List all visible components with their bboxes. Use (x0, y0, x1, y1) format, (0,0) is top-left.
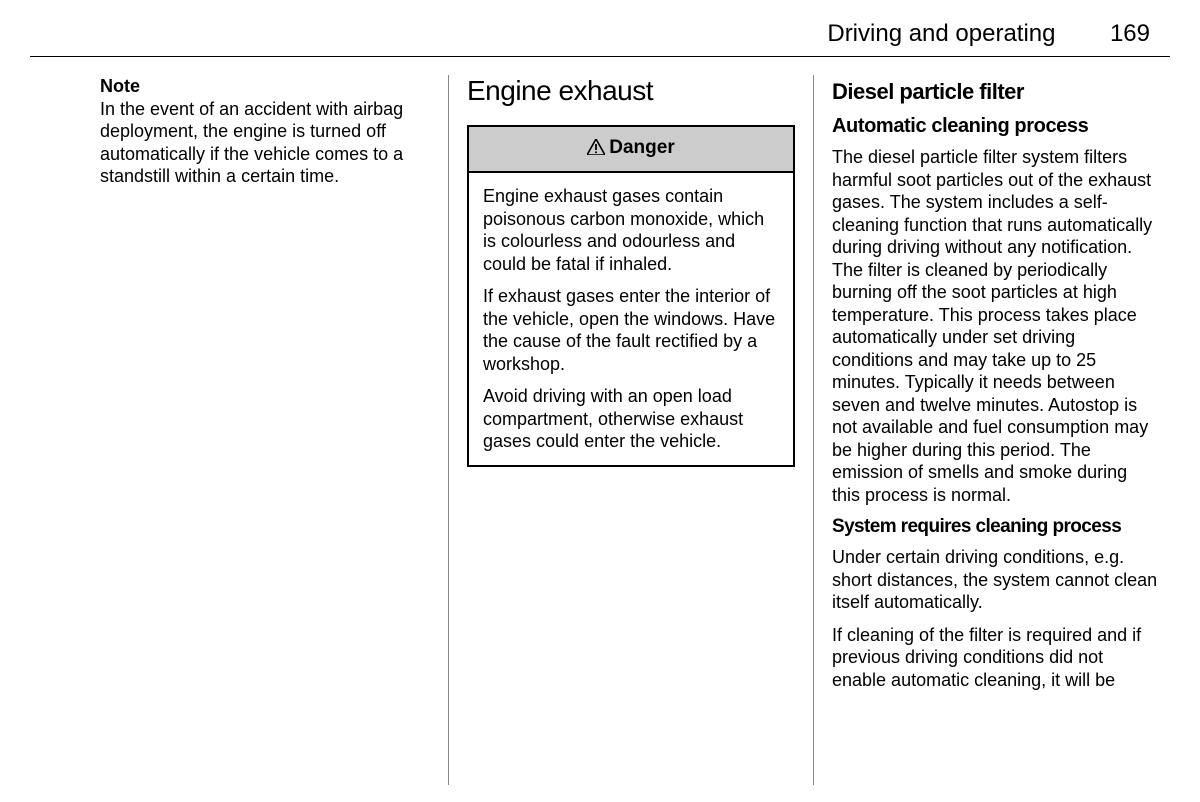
column-3: Diesel particle filter Automatic cleanin… (814, 75, 1170, 785)
page-header: Driving and operating 169 (30, 20, 1170, 57)
auto-cleaning-text: The diesel particle filter system filter… (832, 146, 1160, 506)
requires-cleaning-heading: System requires cleaning process (832, 516, 1160, 538)
column-2: Engine exhaust Danger Engine exhaust gas… (448, 75, 814, 785)
note-paragraph: Note In the event of an accident with ai… (100, 75, 428, 188)
manual-page: Driving and operating 169 Note In the ev… (0, 0, 1200, 802)
content-columns: Note In the event of an accident with ai… (30, 75, 1170, 785)
dpf-heading: Diesel particle filter (832, 79, 1160, 105)
warning-triangle-icon (587, 139, 605, 161)
note-text: In the event of an accident with airbag … (100, 99, 403, 187)
danger-label: Danger (609, 137, 674, 158)
auto-cleaning-heading: Automatic cleaning process (832, 115, 1160, 138)
danger-box: Danger Engine exhaust gases contain pois… (467, 125, 795, 467)
requires-cleaning-text-2: If cleaning of the filter is required an… (832, 624, 1160, 692)
requires-cleaning-text-1: Under certain driving conditions, e.g. s… (832, 546, 1160, 614)
page-number: 169 (1110, 20, 1150, 48)
danger-body: Engine exhaust gases contain poisonous c… (469, 173, 793, 465)
section-title: Driving and operating (827, 20, 1055, 48)
column-1: Note In the event of an accident with ai… (30, 75, 448, 785)
danger-text-3: Avoid driving with an open load compartm… (483, 385, 779, 453)
engine-exhaust-heading: Engine exhaust (467, 75, 795, 107)
danger-text-2: If exhaust gases enter the interior of t… (483, 285, 779, 375)
note-label: Note (100, 76, 140, 96)
danger-header: Danger (469, 127, 793, 173)
danger-text-1: Engine exhaust gases contain poisonous c… (483, 185, 779, 275)
